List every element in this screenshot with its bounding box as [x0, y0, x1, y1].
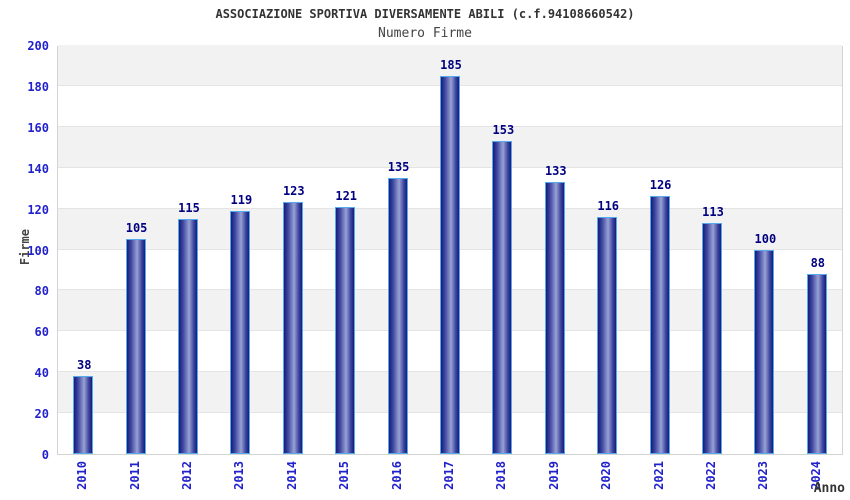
x-tick-label: 2023	[756, 461, 771, 490]
bar-2014	[282, 202, 303, 454]
bar-value-label: 185	[440, 57, 462, 72]
y-tick-label: 100	[27, 243, 49, 258]
x-tick-label: 2012	[180, 461, 194, 490]
bar-value-label: 126	[649, 178, 672, 193]
x-tick-label: 2011	[127, 461, 142, 490]
chart-title: ASSOCIAZIONE SPORTIVA DIVERSAMENTE ABILI…	[215, 7, 635, 21]
bar-2013	[230, 210, 251, 454]
bar-2022	[702, 222, 722, 454]
bar-value-label: 133	[544, 164, 567, 179]
bar-value-label: 135	[387, 159, 410, 174]
x-tick-label: 2017	[442, 461, 456, 490]
x-tick-label: 2020	[599, 461, 614, 490]
x-tick-label: 2022	[704, 461, 718, 490]
bar-2020	[597, 216, 618, 454]
y-tick-label: 120	[27, 202, 49, 217]
y-tick-label: 200	[27, 39, 49, 53]
bar-2017	[440, 75, 460, 454]
bar-2024	[806, 274, 827, 454]
bar-value-label: 153	[492, 123, 515, 138]
y-tick-label: 60	[34, 325, 49, 340]
x-tick-label: 2018	[494, 461, 509, 490]
x-axis-ticks: 2010 2011 2012 2013 2014 2015 2016 2017 2018 2019…	[57, 461, 843, 500]
bar-2010	[73, 376, 94, 454]
bar-value-label: 113	[702, 204, 724, 219]
bar-value-label: 119	[230, 192, 253, 207]
bar-2019	[544, 182, 565, 454]
plot-area: 38 105 115 119 123 121 135 185 153 133 116 126 113 10…	[57, 45, 843, 455]
bar-value-label: 123	[282, 184, 305, 199]
bar-2011	[125, 239, 146, 454]
x-axis-title: Anno	[813, 481, 845, 496]
y-tick-label: 20	[34, 407, 49, 422]
y-tick-label: 180	[27, 79, 49, 94]
bar-value-label: 115	[178, 200, 200, 215]
x-tick-label: 2015	[337, 461, 352, 490]
y-tick-label: 40	[34, 366, 49, 381]
bar-value-label: 38	[76, 358, 92, 373]
bar-value-label: 116	[597, 198, 620, 213]
x-tick-label: 2019	[546, 461, 561, 490]
y-tick-label: 0	[41, 448, 49, 462]
x-tick-label: 2016	[389, 461, 404, 490]
bar-value-label: 105	[125, 221, 148, 236]
y-axis-ticks: 0 20 40 60 80 100 120 140 160 180 200	[0, 39, 49, 462]
bar-2018	[492, 141, 513, 454]
bar-2015	[335, 206, 356, 454]
x-tick-label: 2014	[284, 461, 299, 490]
bar-2021	[649, 196, 670, 454]
y-tick-label: 140	[27, 161, 49, 176]
bar-value-label: 88	[810, 256, 826, 271]
x-tick-label: 2010	[75, 461, 90, 490]
x-tick-label: 2021	[651, 461, 666, 490]
x-tick-label: 2013	[232, 461, 247, 490]
bar-value-label: 100	[754, 231, 777, 246]
bar-2012	[178, 218, 198, 454]
chart-subtitle: Numero Firme	[378, 26, 472, 41]
y-tick-label: 80	[34, 284, 49, 299]
bar-2023	[754, 249, 775, 454]
y-tick-label: 160	[27, 120, 49, 135]
bar-2016	[387, 177, 408, 454]
bar-value-label: 121	[335, 188, 358, 203]
